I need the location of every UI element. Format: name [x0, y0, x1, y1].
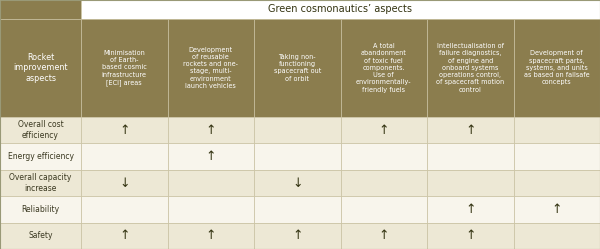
Text: Overall capacity
increase: Overall capacity increase	[10, 173, 71, 193]
Bar	[81, 0, 600, 19]
Text: ↑: ↑	[119, 124, 130, 137]
Text: ↑: ↑	[551, 203, 562, 216]
Text: Development
of reusable
rockets and one-
stage, multi-
environment
launch vehicl: Development of reusable rockets and one-…	[183, 47, 238, 89]
Bar	[254, 143, 341, 170]
Bar	[341, 196, 427, 223]
Bar	[427, 223, 514, 249]
Text: Overall cost
efficiency: Overall cost efficiency	[17, 120, 64, 140]
Text: ↑: ↑	[465, 124, 475, 137]
Bar	[0, 143, 81, 170]
Bar	[341, 117, 427, 143]
Text: Taking non-
functioning
spacecraft out
of orbit: Taking non- functioning spacecraft out o…	[274, 54, 321, 82]
Text: ↑: ↑	[205, 150, 216, 163]
Text: A total
abandonment
of toxic fuel
components.
Use of
environmentally-
friendly f: A total abandonment of toxic fuel compon…	[356, 43, 412, 93]
Text: ↑: ↑	[205, 229, 216, 242]
Text: Energy efficiency: Energy efficiency	[7, 152, 74, 161]
Bar	[81, 143, 167, 170]
Bar	[427, 170, 514, 196]
Bar	[514, 19, 600, 117]
Text: ↑: ↑	[292, 229, 302, 242]
Text: Intellectualisation of
failure diagnostics,
of engine and
onboard systems
operat: Intellectualisation of failure diagnosti…	[436, 43, 505, 93]
Bar	[0, 19, 81, 117]
Bar	[254, 117, 341, 143]
Bar	[0, 0, 81, 19]
Bar	[81, 117, 167, 143]
Text: ↓: ↓	[292, 177, 302, 189]
Bar	[81, 170, 167, 196]
Bar	[427, 143, 514, 170]
Bar	[167, 196, 254, 223]
Bar	[81, 19, 167, 117]
Text: ↑: ↑	[465, 229, 475, 242]
Bar	[167, 117, 254, 143]
Bar	[341, 223, 427, 249]
Text: ↑: ↑	[379, 124, 389, 137]
Bar	[0, 117, 81, 143]
Bar	[254, 170, 341, 196]
Text: Minimisation
of Earth-
based cosmic
infrastructure
[ECI] areas: Minimisation of Earth- based cosmic infr…	[102, 50, 147, 86]
Bar	[0, 223, 81, 249]
Bar	[514, 170, 600, 196]
Bar	[514, 117, 600, 143]
Text: ↓: ↓	[119, 177, 130, 189]
Text: Reliability: Reliability	[22, 205, 59, 214]
Text: ↑: ↑	[119, 229, 130, 242]
Bar	[514, 223, 600, 249]
Bar	[81, 223, 167, 249]
Bar	[81, 196, 167, 223]
Bar	[254, 19, 341, 117]
Text: Safety: Safety	[28, 231, 53, 240]
Text: Development of
spacecraft parts,
systems, and units
as based on failsafe
concept: Development of spacecraft parts, systems…	[524, 50, 590, 85]
Text: ↑: ↑	[465, 203, 475, 216]
Bar	[254, 223, 341, 249]
Text: Rocket
improvement
aspects: Rocket improvement aspects	[13, 53, 68, 83]
Bar	[341, 19, 427, 117]
Bar	[0, 170, 81, 196]
Bar	[167, 223, 254, 249]
Bar	[427, 196, 514, 223]
Bar	[427, 19, 514, 117]
Bar	[167, 170, 254, 196]
Text: Green cosmonautics’ aspects: Green cosmonautics’ aspects	[269, 4, 413, 14]
Bar	[167, 143, 254, 170]
Bar	[427, 117, 514, 143]
Bar	[0, 196, 81, 223]
Text: ↑: ↑	[205, 124, 216, 137]
Bar	[514, 196, 600, 223]
Bar	[341, 143, 427, 170]
Text: ↑: ↑	[379, 229, 389, 242]
Bar	[254, 196, 341, 223]
Bar	[341, 170, 427, 196]
Bar	[167, 19, 254, 117]
Bar	[514, 143, 600, 170]
